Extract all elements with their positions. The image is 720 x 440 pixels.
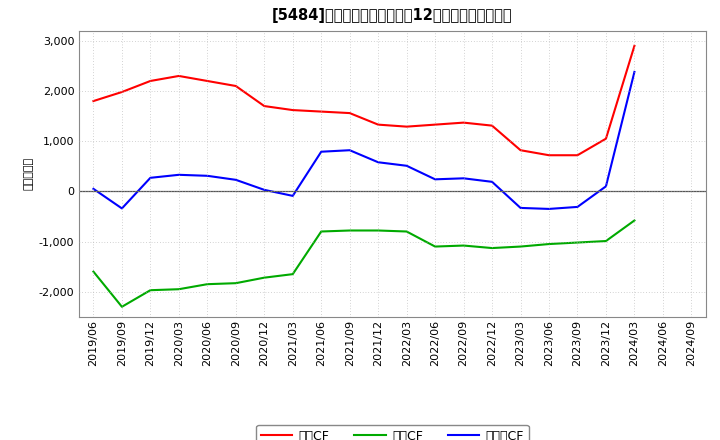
投資CF — [516, 244, 525, 249]
Legend: 営業CF, 投資CF, フリーCF: 営業CF, 投資CF, フリーCF — [256, 425, 528, 440]
投資CF — [317, 229, 325, 234]
営業CF — [174, 73, 183, 79]
営業CF — [260, 103, 269, 109]
営業CF — [146, 78, 155, 84]
営業CF — [516, 147, 525, 153]
フリーCF — [232, 177, 240, 183]
営業CF — [487, 123, 496, 128]
フリーCF — [289, 193, 297, 198]
営業CF — [402, 124, 411, 129]
フリーCF — [89, 186, 98, 191]
営業CF — [289, 107, 297, 113]
フリーCF — [260, 187, 269, 192]
投資CF — [89, 269, 98, 274]
フリーCF — [346, 147, 354, 153]
営業CF — [630, 43, 639, 48]
営業CF — [89, 99, 98, 104]
フリーCF — [203, 173, 212, 179]
投資CF — [487, 246, 496, 251]
Title: [5484]　キャッシュフローの12か月移動合計の推移: [5484] キャッシュフローの12か月移動合計の推移 — [272, 7, 513, 23]
フリーCF — [630, 70, 639, 75]
営業CF — [232, 83, 240, 88]
投資CF — [289, 271, 297, 277]
営業CF — [203, 78, 212, 84]
営業CF — [431, 122, 439, 127]
投資CF — [174, 286, 183, 292]
営業CF — [459, 120, 468, 125]
Y-axis label: （百万円）: （百万円） — [23, 157, 33, 191]
Line: 営業CF: 営業CF — [94, 46, 634, 155]
フリーCF — [317, 149, 325, 154]
営業CF — [346, 110, 354, 116]
投資CF — [146, 288, 155, 293]
営業CF — [573, 153, 582, 158]
投資CF — [117, 304, 126, 309]
営業CF — [317, 109, 325, 114]
投資CF — [402, 229, 411, 234]
フリーCF — [174, 172, 183, 177]
フリーCF — [516, 205, 525, 211]
投資CF — [203, 282, 212, 287]
フリーCF — [374, 160, 382, 165]
投資CF — [260, 275, 269, 280]
フリーCF — [545, 206, 554, 212]
Line: 投資CF: 投資CF — [94, 220, 634, 307]
フリーCF — [459, 176, 468, 181]
投資CF — [431, 244, 439, 249]
Line: フリーCF: フリーCF — [94, 72, 634, 209]
投資CF — [374, 228, 382, 233]
フリーCF — [146, 175, 155, 180]
フリーCF — [431, 177, 439, 182]
営業CF — [117, 89, 126, 95]
投資CF — [459, 243, 468, 248]
投資CF — [602, 238, 611, 244]
投資CF — [630, 218, 639, 223]
フリーCF — [402, 163, 411, 169]
投資CF — [346, 228, 354, 233]
営業CF — [374, 122, 382, 127]
フリーCF — [487, 179, 496, 184]
投資CF — [232, 281, 240, 286]
投資CF — [545, 242, 554, 247]
営業CF — [545, 153, 554, 158]
営業CF — [602, 136, 611, 141]
フリーCF — [117, 206, 126, 211]
投資CF — [573, 240, 582, 245]
フリーCF — [602, 184, 611, 189]
フリーCF — [573, 204, 582, 209]
